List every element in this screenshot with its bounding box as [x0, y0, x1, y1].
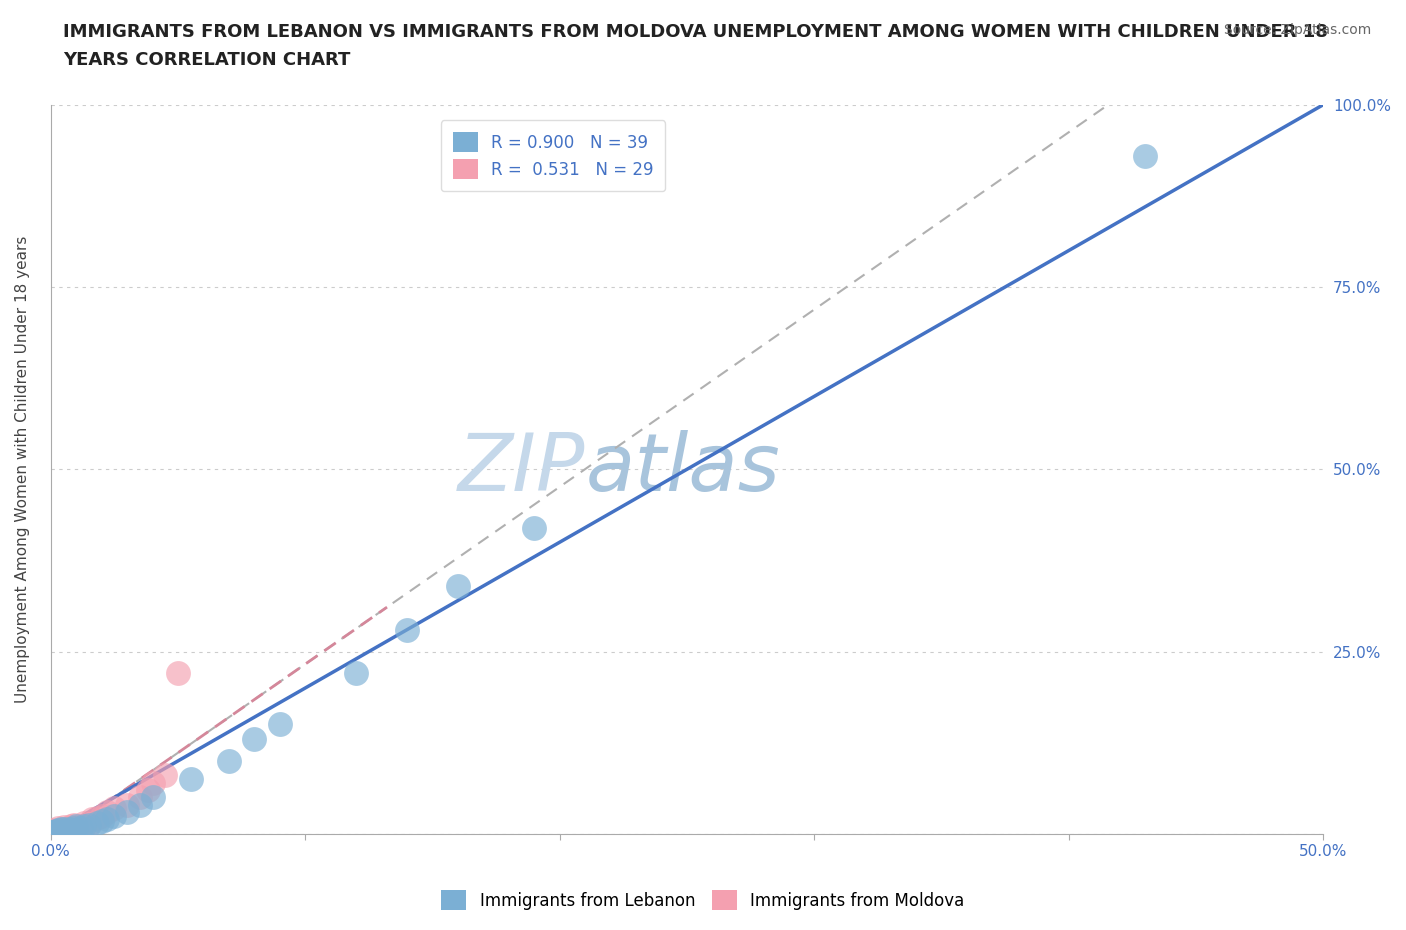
Point: [115, 804, 138, 819]
Point: [55, 822, 77, 837]
Text: Source: ZipAtlas.com: Source: ZipAtlas.com: [1223, 23, 1371, 37]
Point: [70, 820, 93, 835]
Point: [447, 578, 470, 593]
Point: [52, 824, 75, 839]
Point: [58, 820, 80, 835]
Point: [80, 812, 103, 827]
Point: [42, 823, 65, 838]
Point: [52, 819, 75, 834]
Point: [45, 824, 67, 839]
Point: [86, 816, 108, 830]
Point: [49, 825, 72, 840]
Point: [90, 813, 112, 828]
Point: [180, 772, 202, 787]
Point: [65, 823, 87, 838]
Point: [60, 819, 83, 834]
Point: [42, 825, 65, 840]
Point: [62, 817, 84, 832]
Point: [55, 823, 77, 838]
Point: [49, 823, 72, 838]
Point: [344, 666, 367, 681]
Point: [42, 824, 65, 839]
Y-axis label: Unemployment Among Women with Children Under 18 years: Unemployment Among Women with Children U…: [15, 235, 30, 703]
Point: [52, 821, 75, 836]
Point: [90, 808, 112, 823]
Point: [142, 776, 165, 790]
Point: [129, 790, 152, 804]
Point: [103, 801, 125, 816]
Point: [65, 819, 87, 834]
Point: [39, 824, 62, 839]
Point: [45, 826, 67, 841]
Point: [269, 717, 291, 732]
Point: [73, 819, 96, 834]
Point: [62, 820, 84, 835]
Point: [77, 817, 100, 831]
Point: [103, 808, 125, 823]
Point: [42, 826, 65, 841]
Point: [45, 823, 67, 838]
Point: [48, 825, 70, 840]
Point: [129, 797, 152, 812]
Text: YEARS CORRELATION CHART: YEARS CORRELATION CHART: [63, 51, 350, 69]
Point: [142, 790, 165, 804]
Point: [155, 768, 177, 783]
Legend: Immigrants from Lebanon, Immigrants from Moldova: Immigrants from Lebanon, Immigrants from…: [434, 884, 972, 917]
Text: ZIP: ZIP: [458, 431, 585, 508]
Point: [96, 804, 118, 819]
Point: [39, 827, 62, 842]
Point: [77, 817, 100, 832]
Point: [167, 666, 190, 681]
Point: [243, 732, 266, 747]
Point: [48, 823, 70, 838]
Point: [65, 820, 87, 835]
Point: [115, 797, 138, 812]
Point: [523, 520, 546, 535]
Legend: R = 0.900   N = 39, R =  0.531   N = 29: R = 0.900 N = 39, R = 0.531 N = 29: [441, 120, 665, 191]
Point: [70, 819, 93, 834]
Point: [73, 816, 96, 830]
Point: [49, 822, 72, 837]
Point: [96, 812, 118, 827]
Point: [48, 820, 70, 835]
Point: [52, 824, 75, 839]
Point: [86, 810, 108, 825]
Point: [396, 622, 419, 637]
Text: IMMIGRANTS FROM LEBANON VS IMMIGRANTS FROM MOLDOVA UNEMPLOYMENT AMONG WOMEN WITH: IMMIGRANTS FROM LEBANON VS IMMIGRANTS FR…: [63, 23, 1329, 41]
Point: [58, 822, 80, 837]
Point: [1133, 148, 1156, 163]
Text: atlas: atlas: [585, 431, 780, 508]
Point: [39, 827, 62, 842]
Point: [60, 823, 83, 838]
Point: [48, 823, 70, 838]
Point: [39, 825, 62, 840]
Point: [218, 753, 240, 768]
Point: [136, 783, 159, 798]
